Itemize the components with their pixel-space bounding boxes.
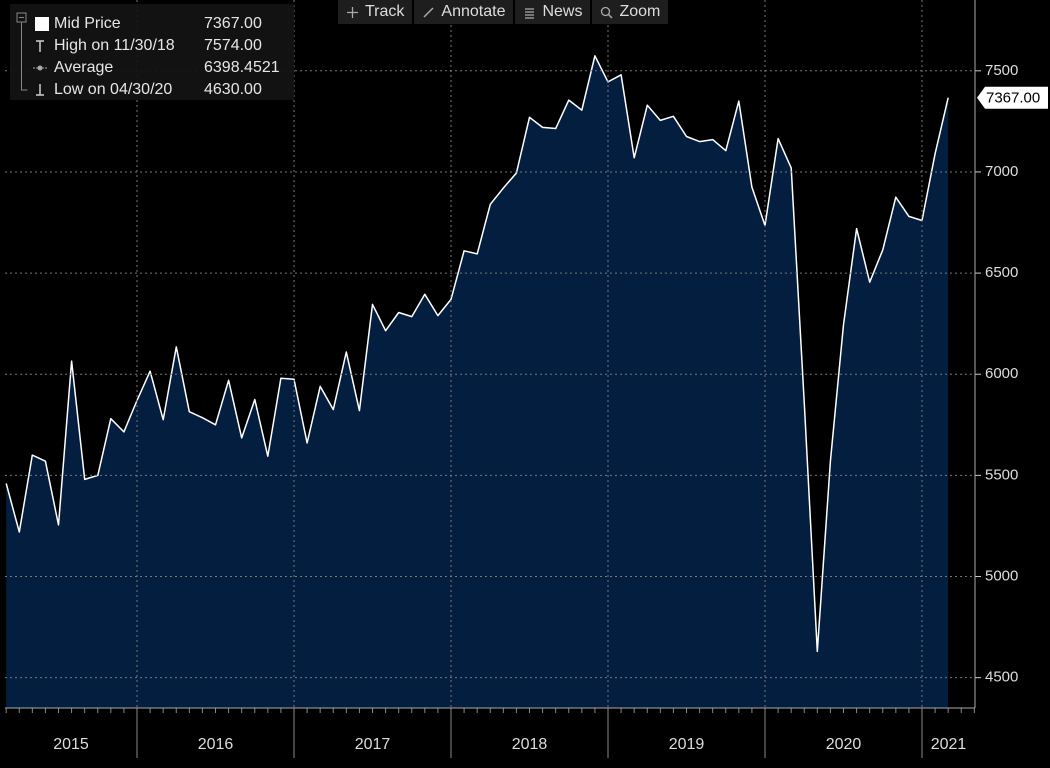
legend-row: High on 11/30/18 7574.00 xyxy=(10,35,294,56)
y-tick-label: 6500 xyxy=(985,264,1018,281)
legend-swatch xyxy=(35,17,49,31)
legend-label: High on 11/30/18 xyxy=(54,37,175,54)
legend-label: Average xyxy=(54,59,114,76)
legend-icon xyxy=(36,40,44,52)
y-tick-label: 5500 xyxy=(985,466,1018,483)
y-tick-label: 4500 xyxy=(985,669,1018,686)
zoom-button[interactable]: Zoom xyxy=(592,0,671,24)
legend-icon xyxy=(33,65,47,71)
legend-value: 6398.4521 xyxy=(204,59,280,76)
area-fill xyxy=(6,55,949,709)
y-tick-label: 6000 xyxy=(985,365,1018,382)
news-label: News xyxy=(542,3,583,20)
annotate-button[interactable]: Annotate xyxy=(414,0,516,24)
legend-row: Average 6398.4521 xyxy=(10,57,294,78)
zoom-label: Zoom xyxy=(619,3,661,20)
y-tick-label: 5000 xyxy=(985,567,1018,584)
x-tick-label: 2016 xyxy=(198,736,234,753)
y-tick-label: 7500 xyxy=(985,62,1018,79)
annotate-label: Annotate xyxy=(441,3,506,20)
toolbar: Track Annotate News Zoom xyxy=(338,0,671,24)
legend-row: Mid Price 7367.00 xyxy=(10,13,294,34)
x-tick-label: 2019 xyxy=(669,736,705,753)
news-button[interactable]: News xyxy=(515,0,593,24)
track-label: Track xyxy=(365,3,405,20)
price-line xyxy=(5,55,949,653)
x-tick-label: 2017 xyxy=(355,736,391,753)
x-tick-label: 2018 xyxy=(512,736,548,753)
x-tick-label: 2021 xyxy=(931,736,967,753)
legend-label: Mid Price xyxy=(54,15,121,32)
legend: Mid Price 7367.00 High on 11/30/18 7574.00… xyxy=(10,4,294,100)
x-tick-label: 2015 xyxy=(53,736,89,753)
track-button[interactable]: Track xyxy=(338,0,415,24)
last-value-tag xyxy=(977,86,1048,109)
last-value-label: 7367.00 xyxy=(986,90,1040,107)
legend-value: 7367.00 xyxy=(204,15,262,32)
y-tick-label: 7000 xyxy=(985,163,1018,180)
x-tick-label: 2020 xyxy=(826,736,862,753)
legend-value: 4630.00 xyxy=(204,81,262,98)
legend-icon xyxy=(36,84,44,96)
legend-value: 7574.00 xyxy=(204,37,262,54)
legend-tree xyxy=(16,12,28,91)
legend-label: Low on 04/30/20 xyxy=(54,81,173,98)
legend-row: Low on 04/30/20 4630.00 xyxy=(10,79,294,100)
